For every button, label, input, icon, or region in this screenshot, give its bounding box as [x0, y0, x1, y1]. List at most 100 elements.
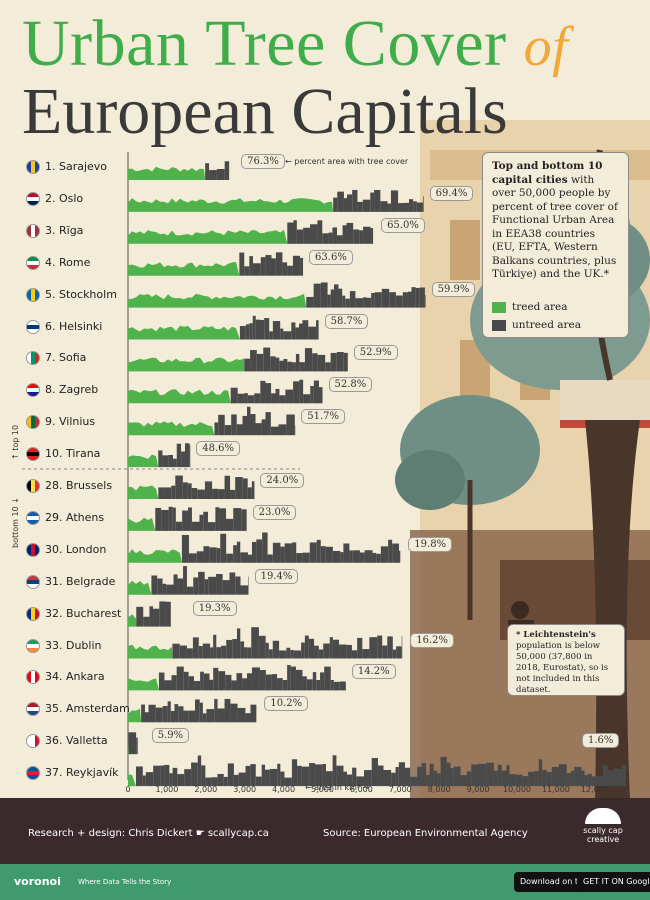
city-name: 37. Reykjavík	[45, 766, 119, 780]
bar-untreed	[272, 640, 280, 659]
bottom-bar: voronoi Where Data Tells the Story Downl…	[0, 864, 650, 900]
scallycap-logo: scally cap creative	[578, 808, 628, 844]
bar-untreed	[230, 703, 238, 723]
bar-untreed	[506, 765, 510, 787]
bar-treed	[128, 166, 206, 180]
city-name: 29. Athens	[45, 510, 105, 524]
bar-untreed	[279, 360, 284, 372]
pct-label: 19.8%	[408, 536, 453, 552]
bar-untreed	[270, 426, 279, 436]
bar-untreed	[392, 543, 399, 563]
bar-untreed	[226, 639, 233, 659]
city-name: 30. London	[45, 542, 107, 556]
pct-label: 69.4%	[429, 185, 474, 201]
bar-untreed	[267, 554, 273, 563]
flag-icon	[26, 734, 40, 749]
bar-untreed	[189, 444, 191, 468]
bar-untreed	[343, 352, 348, 372]
bar-untreed	[144, 712, 149, 723]
pct-label: 16.2%	[410, 632, 455, 648]
bar-untreed	[177, 578, 184, 595]
bar-untreed	[208, 576, 217, 595]
bar-untreed	[392, 649, 397, 659]
bar-untreed	[501, 770, 507, 787]
bar-untreed	[387, 203, 391, 212]
bar-treed	[128, 262, 240, 276]
bar-untreed	[283, 331, 292, 340]
bar-untreed	[265, 674, 272, 691]
bar-untreed	[240, 585, 249, 595]
bar-untreed	[546, 771, 552, 787]
voronoi-logo[interactable]: voronoi	[14, 875, 61, 888]
bar-untreed	[275, 357, 280, 372]
city-name: 7. Sofia	[45, 351, 87, 365]
bottom10-label: bottom 10 ↓	[11, 497, 20, 548]
bar-untreed	[346, 644, 352, 659]
bar-untreed	[282, 680, 288, 691]
bar-treed	[128, 389, 231, 404]
bar-untreed	[493, 770, 498, 787]
bar-untreed	[242, 478, 248, 499]
bar-untreed	[287, 361, 293, 372]
bar-untreed	[271, 674, 278, 691]
bar-untreed	[184, 443, 190, 468]
x-tick-label: 1,000	[155, 785, 178, 794]
bar-untreed	[269, 331, 273, 340]
bar-untreed	[314, 645, 319, 659]
bar-untreed	[283, 358, 288, 372]
bar-untreed	[216, 168, 225, 180]
flag-icon	[26, 223, 40, 238]
bar-untreed	[534, 771, 539, 787]
bar-untreed	[387, 636, 393, 659]
bar-untreed	[223, 776, 228, 787]
city-row: 28. Brussels	[0, 471, 127, 501]
bar-untreed	[230, 387, 238, 404]
bar-untreed	[271, 258, 276, 276]
bar-untreed	[338, 288, 343, 308]
bar-untreed	[382, 645, 388, 659]
bar-treed	[128, 708, 142, 723]
bar-untreed	[287, 665, 291, 691]
bar-untreed	[148, 704, 156, 723]
city-row: 35. Amsterdam	[0, 694, 130, 724]
bar-untreed	[287, 265, 293, 276]
bar-untreed	[270, 356, 276, 372]
bar-untreed	[258, 635, 266, 659]
bar-untreed	[398, 203, 404, 212]
bar-untreed	[217, 773, 224, 787]
city-row: 30. London	[0, 535, 127, 565]
pct-label: 23.0%	[252, 504, 297, 520]
bar-untreed	[306, 296, 314, 308]
bar-untreed	[194, 681, 201, 691]
bar-untreed	[290, 666, 296, 691]
bar-untreed	[426, 774, 430, 787]
bar-untreed	[213, 634, 217, 659]
bar-untreed	[315, 764, 323, 787]
bar-untreed	[332, 227, 337, 244]
city-row: 2. Oslo	[0, 184, 127, 214]
bar-untreed	[233, 774, 239, 787]
bar-untreed	[242, 678, 248, 691]
bar-untreed	[265, 642, 269, 659]
bar-untreed	[161, 509, 169, 531]
city-name: 32. Bucharest	[45, 606, 122, 620]
bar-untreed	[177, 774, 185, 787]
bar-untreed	[421, 763, 427, 787]
bar-untreed	[558, 764, 567, 787]
city-row: 31. Belgrade	[0, 567, 127, 597]
bar-untreed	[222, 580, 230, 595]
x-tick-label: 9,000	[467, 785, 490, 794]
title-line-1: Urban Tree Cover of	[22, 7, 569, 80]
bar-untreed	[313, 283, 321, 308]
bar-treed	[128, 644, 173, 659]
bar-untreed	[310, 386, 314, 404]
credit-text: Research + design: Chris Dickert ☛ scall…	[28, 828, 269, 839]
city-row: 32. Bucharest	[0, 599, 127, 629]
bar-untreed	[251, 481, 255, 499]
x-tick-label: 12,000	[581, 785, 609, 794]
bar-untreed	[371, 292, 375, 308]
bar-untreed	[168, 506, 173, 531]
google-play-button[interactable]: GET IT ON Google Play	[577, 872, 650, 892]
bar-untreed	[218, 671, 226, 691]
bar-untreed	[250, 414, 256, 436]
